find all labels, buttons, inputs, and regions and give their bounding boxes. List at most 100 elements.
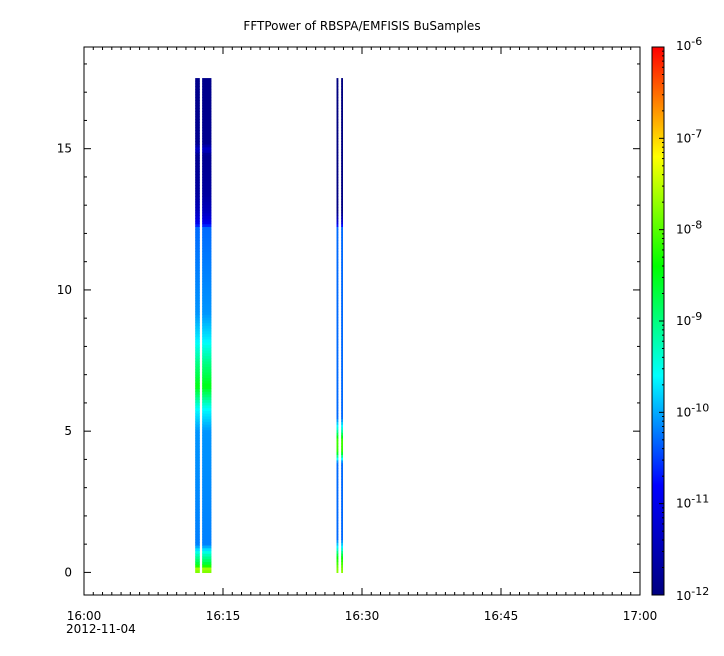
- spectrogram-cell: [195, 465, 200, 469]
- spectrogram-cell: [202, 522, 212, 527]
- spectrogram-cell: [195, 352, 200, 357]
- spectrogram-cell: [336, 215, 339, 219]
- spectrogram-cell: [202, 517, 212, 521]
- spectrogram-cell: [341, 539, 343, 543]
- spectrogram-cell: [202, 336, 212, 340]
- spectrogram-cell: [202, 229, 212, 233]
- spectrogram-cell: [336, 360, 339, 365]
- spectrogram-cell: [195, 470, 200, 475]
- spectrogram-cell: [341, 561, 343, 565]
- spectrogram-cell: [195, 278, 200, 282]
- spectrogram-cell: [336, 377, 339, 381]
- spectrogram-cell: [195, 198, 200, 203]
- spectrogram-cell: [195, 138, 200, 142]
- spectrogram-cell: [341, 122, 343, 126]
- spectrogram-cell: [336, 355, 339, 359]
- spectrogram-cell: [195, 509, 200, 513]
- spectrogram-cell: [336, 160, 339, 164]
- spectrogram-cell: [202, 377, 212, 381]
- spectrogram-cell: [336, 240, 339, 244]
- spectrogram-cell: [336, 404, 339, 409]
- spectrogram-strip: [195, 78, 200, 574]
- spectrogram-cell: [202, 97, 212, 101]
- spectrogram-cell: [336, 319, 339, 324]
- spectrogram-cell: [336, 487, 339, 491]
- spectrogram-cell: [336, 284, 339, 288]
- spectrogram-cell: [195, 311, 200, 315]
- spectrogram-cell: [341, 363, 343, 368]
- spectrogram-cell: [341, 569, 343, 574]
- spectrogram-cell: [341, 410, 343, 414]
- spectrogram-cell: [195, 553, 200, 557]
- spectrogram-cell: [341, 388, 343, 392]
- spectrogram-cell: [202, 303, 212, 307]
- spectrogram-cell: [202, 539, 212, 543]
- spectrogram-cell: [341, 119, 343, 123]
- spectrogram-cell: [202, 163, 212, 167]
- spectrogram-cell: [341, 322, 343, 326]
- spectrogram-cell: [202, 100, 212, 104]
- spectrogram-cell: [202, 297, 212, 302]
- spectrogram-cell: [195, 531, 200, 535]
- spectrogram-cell: [336, 435, 339, 439]
- spectrogram-cell: [202, 89, 212, 93]
- spectrogram-cell: [195, 176, 200, 181]
- spectrogram-cell: [202, 374, 212, 379]
- spectrogram-cell: [195, 259, 200, 263]
- spectrogram-cell: [195, 479, 200, 483]
- spectrogram-cell: [341, 215, 343, 219]
- spectrogram-cell: [336, 119, 339, 123]
- spectrogram-cell: [341, 468, 343, 472]
- spectrogram-cell: [195, 100, 200, 104]
- spectrogram-cell: [195, 421, 200, 425]
- spectrogram-cell: [202, 391, 212, 395]
- spectrogram-cell: [336, 402, 339, 406]
- spectrogram-cell: [202, 215, 212, 219]
- spectrogram-cell: [336, 448, 339, 453]
- colorbar-tick-label: 10-6: [676, 35, 702, 53]
- spectrogram-cell: [341, 267, 343, 271]
- spectrogram-cell: [195, 533, 200, 538]
- spectrogram-cell: [341, 163, 343, 167]
- spectrogram-cell: [202, 399, 212, 403]
- spectrogram-cell: [336, 325, 339, 329]
- spectrogram-cell: [336, 303, 339, 307]
- spectrogram-cell: [202, 457, 212, 461]
- spectrogram-cell: [202, 251, 212, 255]
- spectrogram-cell: [336, 555, 339, 560]
- spectrogram-cell: [195, 327, 200, 332]
- spectrogram-cell: [336, 396, 339, 400]
- spectrogram-cell: [202, 363, 212, 368]
- spectrogram-cell: [336, 295, 339, 299]
- spectrogram-cell: [341, 517, 343, 521]
- spectrogram-cell: [202, 127, 212, 131]
- spectrogram-cell: [341, 349, 343, 354]
- spectrogram-cell: [202, 481, 212, 486]
- spectrogram-cell: [341, 275, 343, 280]
- spectrogram-cell: [341, 451, 343, 455]
- spectrogram-cell: [336, 369, 339, 373]
- spectrogram-cell: [195, 429, 200, 433]
- spectrogram-cell: [341, 278, 343, 282]
- spectrogram-cell: [195, 237, 200, 241]
- spectrogram-cell: [202, 407, 212, 411]
- spectrogram-cell: [336, 336, 339, 340]
- spectrogram-cell: [336, 388, 339, 392]
- spectrogram-cell: [195, 292, 200, 296]
- spectrogram-cell: [195, 127, 200, 131]
- spectrogram-cell: [336, 522, 339, 527]
- spectrogram-cell: [336, 542, 339, 546]
- spectrogram-cell: [195, 432, 200, 436]
- spectrogram-cell: [336, 100, 339, 104]
- spectrogram-cell: [202, 388, 212, 392]
- spectrogram-cell: [336, 218, 339, 222]
- spectrogram-cell: [195, 160, 200, 164]
- spectrogram-cell: [336, 138, 339, 142]
- spectrogram-cell: [195, 448, 200, 453]
- x-tick-label: 16:15: [206, 609, 241, 623]
- spectrogram-cell: [195, 371, 200, 376]
- spectrogram-cell: [202, 248, 212, 252]
- spectrogram-cell: [336, 278, 339, 282]
- spectrogram-cell: [202, 146, 212, 151]
- spectrogram-cell: [202, 108, 212, 112]
